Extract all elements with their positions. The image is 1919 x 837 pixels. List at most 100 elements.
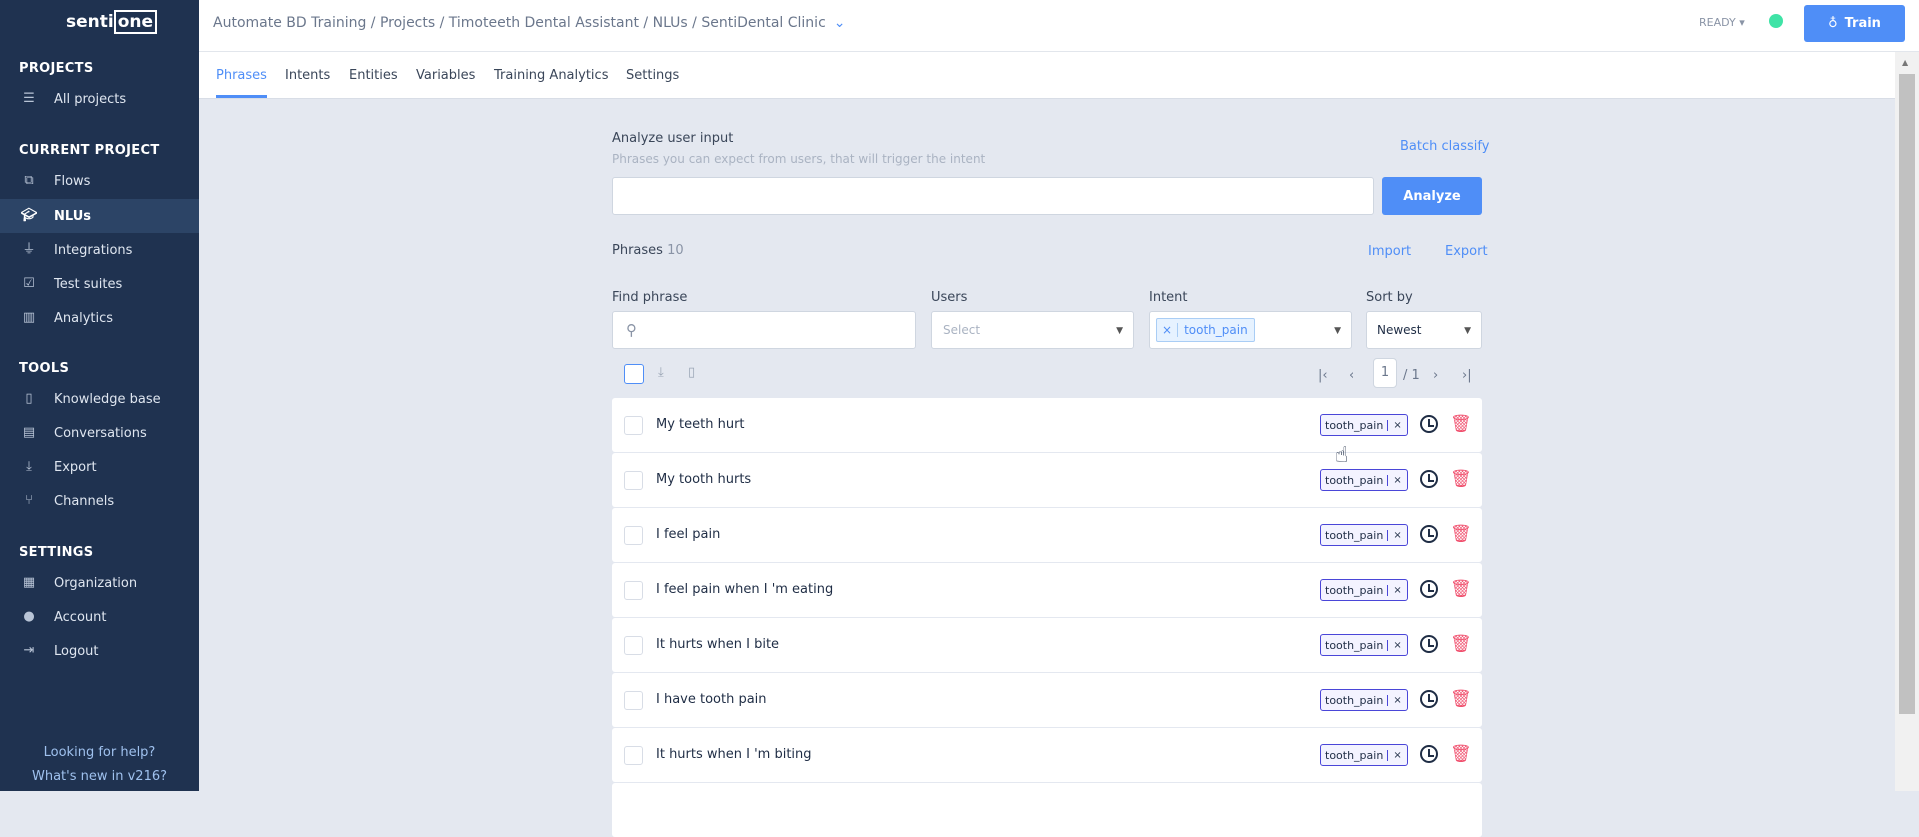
row-checkbox[interactable] xyxy=(624,691,643,710)
delete-trash-icon[interactable]: 🗑︎ xyxy=(1450,634,1472,654)
intent-tag[interactable]: tooth_pain × xyxy=(1320,579,1408,601)
intent-filter-chip: × tooth_pain xyxy=(1156,318,1255,342)
intent-tag[interactable]: tooth_pain × xyxy=(1320,469,1408,491)
tab-training-analytics[interactable]: Training Analytics xyxy=(494,68,609,83)
tab-variables[interactable]: Variables xyxy=(416,68,476,83)
intent-tag[interactable]: tooth_pain × xyxy=(1320,414,1408,436)
export-link[interactable]: Export xyxy=(1445,244,1488,259)
phrase-text[interactable]: I feel pain when I 'm eating xyxy=(656,582,834,597)
logo[interactable]: senti one xyxy=(66,10,158,34)
whats-new-link[interactable]: What's new in v216? xyxy=(31,769,168,784)
analyze-input[interactable] xyxy=(612,177,1374,215)
row-checkbox[interactable] xyxy=(624,581,643,600)
sidebar-item-knowledge-base[interactable]: ▯ Knowledge base xyxy=(0,382,199,416)
intent-tag[interactable]: tooth_pain × xyxy=(1320,634,1408,656)
prev-page-icon[interactable]: ‹ xyxy=(1349,368,1355,383)
history-clock-icon[interactable] xyxy=(1420,525,1438,543)
scrollbar[interactable]: ▲ xyxy=(1895,52,1919,791)
train-button[interactable]: ♁ Train xyxy=(1804,5,1905,42)
history-clock-icon[interactable] xyxy=(1420,745,1438,763)
graduation-cap-icon: 🎓︎ xyxy=(20,208,38,223)
phrase-text[interactable]: It hurts when I bite xyxy=(656,637,780,652)
user-icon: ● xyxy=(23,609,35,624)
sidebar-item-account[interactable]: ● Account xyxy=(0,600,199,634)
remove-intent-icon[interactable]: × xyxy=(1387,419,1406,431)
remove-intent-icon[interactable]: × xyxy=(1387,639,1406,651)
analyze-button[interactable]: Analyze xyxy=(1382,177,1482,215)
scrollbar-thumb[interactable] xyxy=(1899,74,1915,714)
remove-intent-icon[interactable]: × xyxy=(1387,694,1406,706)
phrases-count: 10 xyxy=(667,243,684,258)
remove-intent-icon[interactable]: × xyxy=(1387,584,1406,596)
tab-intents[interactable]: Intents xyxy=(285,68,331,83)
sort-select[interactable]: Newest ▼ xyxy=(1366,311,1482,349)
row-checkbox[interactable] xyxy=(624,526,643,545)
phrase-text[interactable]: My tooth hurts xyxy=(656,472,752,487)
intent-tag[interactable]: tooth_pain × xyxy=(1320,524,1408,546)
building-icon: ▦ xyxy=(22,575,36,590)
first-page-icon[interactable]: |‹ xyxy=(1318,368,1328,383)
help-link[interactable]: Looking for help? xyxy=(43,745,156,760)
import-link[interactable]: Import xyxy=(1368,244,1412,259)
delete-trash-icon[interactable]: 🗑︎ xyxy=(1450,469,1472,489)
intent-tag-label: tooth_pain xyxy=(1325,418,1384,432)
delete-trash-icon[interactable]: 🗑︎ xyxy=(1450,744,1472,764)
tab-phrases[interactable]: Phrases xyxy=(216,68,267,98)
history-clock-icon[interactable] xyxy=(1420,580,1438,598)
sidebar-item-channels[interactable]: ⑂ Channels xyxy=(0,484,199,518)
sidebar-item-organization[interactable]: ▦ Organization xyxy=(0,566,199,600)
row-checkbox[interactable] xyxy=(624,471,643,490)
sidebar-item-flows[interactable]: ⧉ Flows xyxy=(0,164,199,198)
chevron-down-icon[interactable]: ⌄ xyxy=(833,15,846,31)
sidebar-item-test-suites[interactable]: ☑ Test suites xyxy=(0,267,199,301)
sidebar-item-label: Conversations xyxy=(54,425,147,441)
history-clock-icon[interactable] xyxy=(1420,635,1438,653)
select-all-checkbox[interactable] xyxy=(624,364,644,384)
tab-entities[interactable]: Entities xyxy=(349,68,398,83)
history-clock-icon[interactable] xyxy=(1420,690,1438,708)
intent-tag[interactable]: tooth_pain × xyxy=(1320,689,1408,711)
status-indicator xyxy=(1769,14,1783,28)
remove-intent-icon[interactable]: × xyxy=(1387,749,1406,761)
sidebar-item-integrations[interactable]: ⏚ Integrations xyxy=(0,233,199,267)
remove-intent-icon[interactable]: × xyxy=(1387,529,1406,541)
users-select[interactable]: Select ▼ xyxy=(931,311,1134,349)
sidebar-item-analytics[interactable]: ▥ Analytics xyxy=(0,301,199,335)
sidebar-item-export[interactable]: ⤓ Export xyxy=(0,450,199,484)
phrase-text[interactable]: It hurts when I 'm biting xyxy=(656,747,812,762)
delete-trash-icon[interactable]: 🗑︎ xyxy=(1450,579,1472,599)
status-dropdown[interactable]: READY ▾ xyxy=(1699,16,1745,29)
breadcrumb[interactable]: Automate BD Training / Projects / Timote… xyxy=(213,15,846,31)
intent-select[interactable]: × tooth_pain ▼ xyxy=(1149,311,1352,349)
phrase-text[interactable]: My teeth hurt xyxy=(656,417,745,432)
history-clock-icon[interactable] xyxy=(1420,415,1438,433)
logout-icon: ⇥ xyxy=(23,643,35,658)
breadcrumb-text[interactable]: Automate BD Training / Projects / Timote… xyxy=(213,15,826,31)
last-page-icon[interactable]: ›| xyxy=(1462,368,1472,383)
intent-tag[interactable]: tooth_pain × xyxy=(1320,744,1408,766)
tab-settings[interactable]: Settings xyxy=(626,68,680,83)
trash-icon[interactable]: ▯ xyxy=(688,365,696,380)
batch-classify-link[interactable]: Batch classify xyxy=(1400,139,1490,154)
find-phrase-input[interactable]: ⚲ xyxy=(612,311,916,349)
sidebar-item-conversations[interactable]: ▤ Conversations xyxy=(0,416,199,450)
delete-trash-icon[interactable]: 🗑︎ xyxy=(1450,414,1472,434)
phrase-text[interactable]: I have tooth pain xyxy=(656,692,767,707)
sidebar-item-logout[interactable]: ⇥ Logout xyxy=(0,634,199,668)
delete-trash-icon[interactable]: 🗑︎ xyxy=(1450,524,1472,544)
remove-chip-icon[interactable]: × xyxy=(1157,323,1179,337)
row-checkbox[interactable] xyxy=(624,636,643,655)
history-clock-icon[interactable] xyxy=(1420,470,1438,488)
next-page-icon[interactable]: › xyxy=(1433,368,1439,383)
sidebar-item-nlus[interactable]: 🎓︎ NLUs xyxy=(0,199,199,233)
download-icon[interactable]: ⤓ xyxy=(658,365,664,380)
page-input[interactable]: 1 xyxy=(1373,358,1397,388)
sidebar-item-all-projects[interactable]: ☰ All projects xyxy=(0,82,199,116)
row-checkbox[interactable] xyxy=(624,416,643,435)
delete-trash-icon[interactable]: 🗑︎ xyxy=(1450,689,1472,709)
intent-tag-label: tooth_pain xyxy=(1325,693,1384,707)
phrase-text[interactable]: I feel pain xyxy=(656,527,721,542)
remove-intent-icon[interactable]: × xyxy=(1387,474,1406,486)
scroll-up-icon[interactable]: ▲ xyxy=(1902,58,1909,67)
row-checkbox[interactable] xyxy=(624,746,643,765)
